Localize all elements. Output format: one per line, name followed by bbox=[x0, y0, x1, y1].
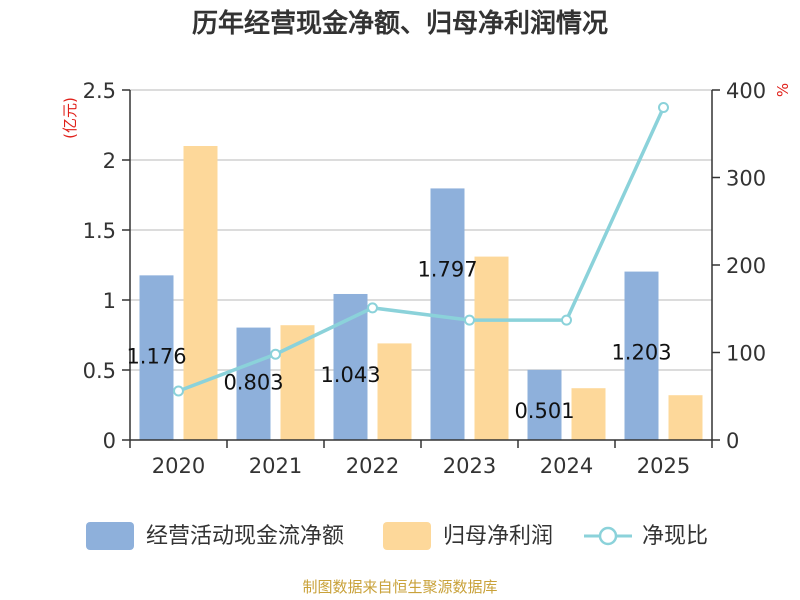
y-right-tick-label: 100 bbox=[726, 342, 766, 366]
data-labels: 1.176 0.803 1.043 1.797 0.501 1.203 bbox=[126, 257, 671, 422]
bar-cashflow bbox=[139, 275, 174, 440]
data-label-cashflow: 1.203 bbox=[611, 341, 671, 365]
legend-marker-ratio bbox=[598, 526, 618, 546]
ratio-line bbox=[173, 102, 669, 397]
legend-item-ratio[interactable]: 净现比 bbox=[584, 524, 708, 549]
legend-item-profit[interactable]: 归母净利润 bbox=[383, 522, 553, 550]
grid bbox=[130, 89, 712, 371]
data-label-cashflow: 1.043 bbox=[320, 363, 380, 387]
legend-label-ratio: 净现比 bbox=[642, 524, 708, 549]
legend-label-profit: 归母净利润 bbox=[443, 524, 553, 549]
ratio-line-path bbox=[177, 106, 666, 393]
y-left-tick-label: 0.5 bbox=[83, 359, 116, 383]
ratio-point bbox=[561, 314, 572, 326]
legend-swatch-cashflow bbox=[86, 522, 134, 550]
y-left-tick-label: 0 bbox=[103, 429, 116, 453]
data-label-cashflow: 0.501 bbox=[514, 399, 574, 423]
bar-profit bbox=[668, 395, 703, 440]
x-tick-label: 2025 bbox=[637, 454, 690, 478]
legend: 经营活动现金流净额 归母净利润 净现比 bbox=[86, 522, 708, 550]
legend-item-cashflow[interactable]: 经营活动现金流净额 bbox=[86, 522, 344, 550]
bars bbox=[139, 146, 703, 440]
data-label-cashflow: 1.176 bbox=[126, 344, 186, 368]
ratio-point bbox=[173, 385, 184, 397]
bar-profit bbox=[571, 388, 606, 440]
bar-profit bbox=[183, 146, 218, 440]
bar-cashflow bbox=[624, 271, 659, 440]
legend-swatch-profit bbox=[383, 522, 431, 550]
y-left-unit-label: (亿元) bbox=[61, 97, 79, 139]
y-right-tick-label: 0 bbox=[726, 429, 739, 453]
y-right-unit-label: % bbox=[774, 83, 792, 97]
y-left-tick-label: 1 bbox=[103, 289, 116, 313]
bar-cashflow bbox=[236, 327, 271, 440]
data-label-cashflow: 1.797 bbox=[417, 257, 477, 281]
axes bbox=[122, 89, 720, 448]
tick-labels: 0 0.5 1 1.5 2 2.5 0 100 200 300 400 2020 2021 2022 202… bbox=[83, 79, 767, 478]
x-tick-label: 2024 bbox=[540, 454, 593, 478]
x-tick-label: 2023 bbox=[443, 454, 496, 478]
bar-profit bbox=[474, 256, 509, 440]
y-left-tick-label: 1.5 bbox=[83, 219, 116, 243]
ratio-point bbox=[658, 102, 669, 113]
legend-label-cashflow: 经营活动现金流净额 bbox=[146, 524, 344, 549]
bar-cashflow bbox=[527, 369, 562, 440]
y-left-tick-label: 2 bbox=[103, 149, 116, 173]
source-note: 制图数据来自恒生聚源数据库 bbox=[302, 578, 497, 596]
y-right-tick-label: 200 bbox=[726, 254, 766, 278]
ratio-point bbox=[270, 348, 281, 360]
x-tick-label: 2020 bbox=[152, 454, 205, 478]
data-label-cashflow: 0.803 bbox=[223, 371, 283, 395]
x-tick-label: 2022 bbox=[346, 454, 399, 478]
ratio-point bbox=[464, 314, 475, 326]
x-tick-label: 2021 bbox=[249, 454, 302, 478]
ratio-point bbox=[367, 302, 378, 314]
y-left-tick-label: 2.5 bbox=[83, 79, 116, 103]
y-right-tick-label: 300 bbox=[726, 167, 766, 191]
y-right-tick-label: 400 bbox=[726, 79, 766, 103]
chart-title: 历年经营现金净额、归母净利润情况 bbox=[192, 8, 608, 39]
bar-profit bbox=[377, 343, 412, 440]
